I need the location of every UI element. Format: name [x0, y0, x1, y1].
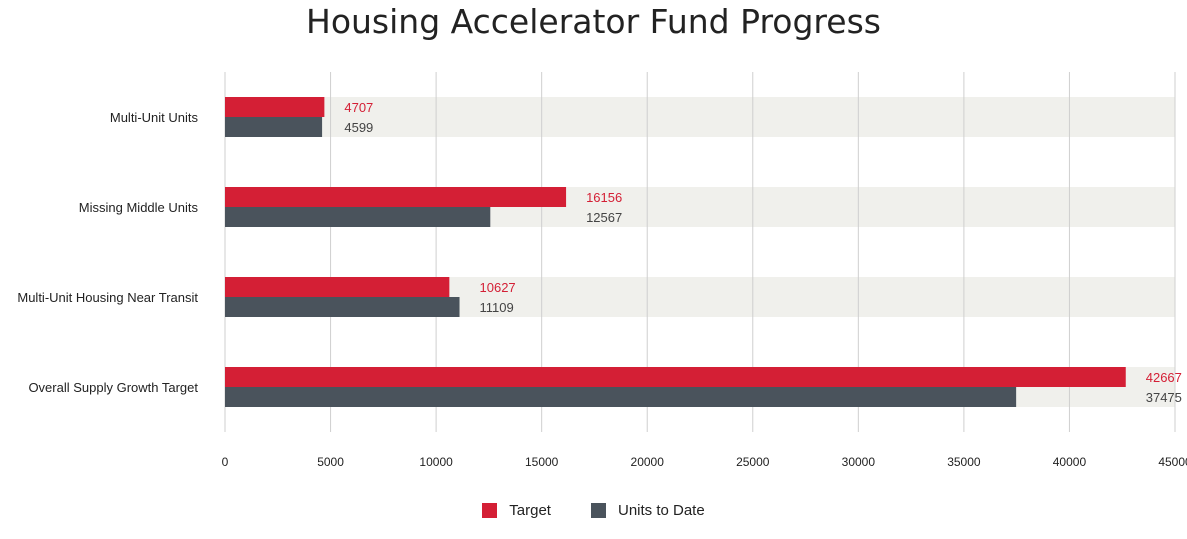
- bar-units-to-date-multi-unit-units: [225, 117, 323, 137]
- chart-title: Housing Accelerator Fund Progress: [306, 2, 881, 41]
- x-tick-label-45000: 45000: [1158, 455, 1187, 469]
- value-label-target-multi-unit-housing-near-transit: 10627: [480, 280, 516, 295]
- value-label-units-to-date-multi-unit-units: 4599: [344, 120, 373, 135]
- legend-label-target: Target: [509, 502, 551, 519]
- value-label-units-to-date-overall-supply-growth-target: 37475: [1146, 390, 1182, 405]
- legend-label-units-to-date: Units to Date: [617, 502, 705, 519]
- category-label-missing-middle-units: Missing Middle Units: [79, 200, 199, 215]
- bar-units-to-date-missing-middle-units: [225, 207, 491, 227]
- x-tick-label-15000: 15000: [525, 455, 559, 469]
- legend: Target Units to Date: [0, 502, 1187, 519]
- legend-item-units-to-date: Units to Date: [590, 502, 705, 519]
- value-label-units-to-date-missing-middle-units: 12567: [586, 210, 622, 225]
- x-tick-label-40000: 40000: [1053, 455, 1087, 469]
- category-label-multi-unit-housing-near-transit: Multi-Unit Housing Near Transit: [17, 290, 198, 305]
- category-label-multi-unit-units: Multi-Unit Units: [110, 110, 199, 125]
- value-label-units-to-date-multi-unit-housing-near-transit: 11109: [480, 300, 514, 315]
- value-label-target-overall-supply-growth-target: 42667: [1146, 370, 1182, 385]
- bar-units-to-date-multi-unit-housing-near-transit: [225, 297, 460, 317]
- bar-target-multi-unit-units: [225, 97, 325, 117]
- x-tick-label-5000: 5000: [317, 455, 344, 469]
- value-label-target-multi-unit-units: 4707: [344, 100, 373, 115]
- x-tick-label-35000: 35000: [947, 455, 981, 469]
- bar-chart: 0 5000 10000 15000 20000 25000 30000 35000 40000…: [17, 72, 1187, 469]
- value-label-target-missing-middle-units: 16156: [586, 190, 622, 205]
- x-tick-label-30000: 30000: [842, 455, 876, 469]
- bar-target-missing-middle-units: [225, 187, 567, 207]
- x-tick-label-0: 0: [222, 455, 229, 469]
- x-tick-label-10000: 10000: [419, 455, 453, 469]
- legend-item-target: Target: [482, 502, 551, 519]
- bar-target-overall-supply-growth-target: [225, 367, 1126, 387]
- category-label-overall-supply-growth-target: Overall Supply Growth Target: [28, 380, 198, 395]
- legend-swatch-units-to-date: [590, 503, 606, 518]
- bar-units-to-date-overall-supply-growth-target: [225, 387, 1017, 407]
- bar-target-multi-unit-housing-near-transit: [225, 277, 450, 297]
- legend-swatch-target: [482, 503, 498, 518]
- x-tick-label-20000: 20000: [631, 455, 665, 469]
- band-bg-multi-unit-units: [225, 97, 1175, 137]
- x-tick-label-25000: 25000: [736, 455, 770, 469]
